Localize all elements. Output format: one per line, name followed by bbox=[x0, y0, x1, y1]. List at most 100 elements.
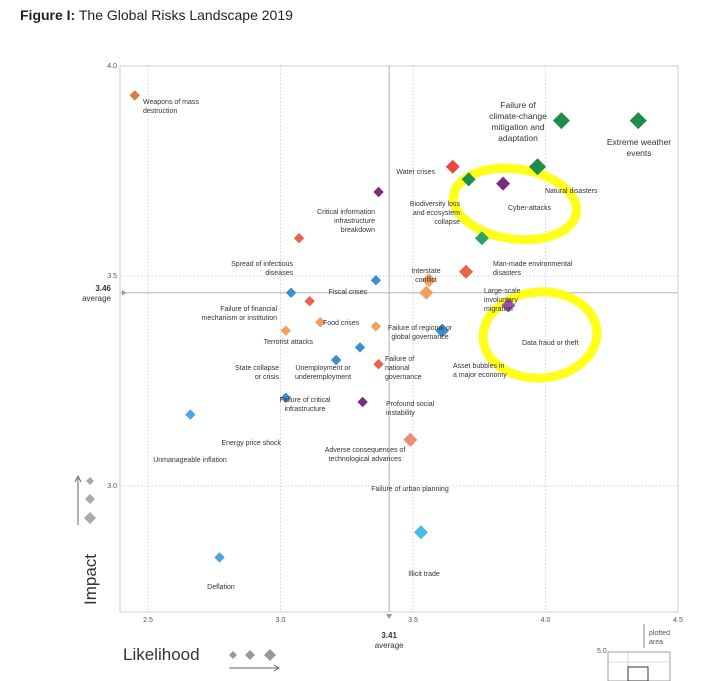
risk-point bbox=[373, 359, 384, 370]
impact-size-diamond bbox=[86, 477, 94, 485]
risk-point bbox=[129, 90, 140, 101]
risk-point bbox=[280, 392, 291, 403]
x-tick-label: 4.0 bbox=[541, 617, 551, 624]
risk-label: Failure of financial mechanism or institu… bbox=[202, 306, 278, 322]
legend-note-top-2: area bbox=[649, 639, 663, 646]
risk-point bbox=[496, 176, 511, 191]
risk-point bbox=[285, 287, 297, 298]
risk-label: Asset bubbles in a major economy bbox=[453, 363, 507, 379]
risk-label: Large-scale involuntary migration bbox=[484, 288, 521, 313]
x-tick-label: 3.0 bbox=[276, 617, 286, 624]
risk-label: Failure of critical infrastructure bbox=[280, 397, 331, 413]
x-tick-label: 3.5 bbox=[408, 617, 418, 624]
y-tick-label: 4.0 bbox=[107, 63, 117, 70]
average-y-marker bbox=[122, 289, 126, 296]
risk-label: Failure of climate-change mitigation and ad… bbox=[489, 100, 547, 143]
risk-point bbox=[445, 159, 460, 174]
likelihood-arrow-head bbox=[273, 664, 280, 672]
highlight-data-fraud bbox=[478, 287, 602, 383]
y-tick-label: 3.0 bbox=[107, 483, 117, 490]
risk-point bbox=[315, 317, 326, 328]
risk-label: Critical information infrastructure breakd… bbox=[317, 209, 375, 234]
risk-label: Energy price shock bbox=[221, 440, 281, 447]
x-tick-label: 4.5 bbox=[673, 617, 683, 624]
average-y-value: 3.46 bbox=[95, 284, 111, 293]
impact-size-diamond bbox=[85, 494, 95, 504]
impact-size-diamond bbox=[84, 512, 96, 524]
risk-point bbox=[474, 231, 489, 246]
risk-label: Spread of infectious diseases bbox=[231, 261, 293, 277]
risk-label: Cyber-attacks bbox=[508, 205, 552, 212]
risk-point bbox=[529, 158, 547, 176]
figure-title: Figure I: The Global Risks Landscape 201… bbox=[20, 7, 293, 23]
risk-point bbox=[552, 112, 570, 130]
risk-point bbox=[373, 186, 384, 198]
average-x-value: 3.41 bbox=[381, 631, 397, 640]
chart-point-labels: Weapons of mass destruction Failure of clim… bbox=[143, 99, 671, 591]
chart-grid bbox=[119, 65, 679, 613]
risk-label: Interstate conflict bbox=[411, 268, 440, 284]
risk-label: Failure of urban planning bbox=[371, 486, 449, 493]
highlight-cyber-attacks bbox=[448, 163, 582, 245]
risk-point bbox=[413, 525, 428, 540]
risk-label: Illicit trade bbox=[408, 571, 440, 578]
risk-label: Extreme weather events bbox=[607, 137, 671, 158]
risk-point bbox=[419, 285, 434, 300]
risk-point bbox=[330, 354, 342, 366]
risk-label: Water crises bbox=[396, 169, 435, 176]
legend-note-top-1: plotted bbox=[649, 630, 670, 637]
risk-point bbox=[403, 432, 418, 447]
legend-note-value: 5.0 bbox=[597, 648, 607, 655]
risk-label: Adverse consequences of technological adv… bbox=[325, 447, 406, 463]
likelihood-size-diamond bbox=[229, 651, 237, 659]
y-tick-label: 3.5 bbox=[107, 273, 117, 280]
figure-title-text: The Global Risks Landscape 2019 bbox=[78, 7, 293, 23]
risk-point bbox=[370, 321, 382, 332]
average-x-label: average bbox=[375, 641, 404, 650]
risk-label: Failure of regional or global governance bbox=[388, 325, 453, 341]
x-tick-label: 2.5 bbox=[143, 617, 153, 624]
highlight-annotations bbox=[448, 163, 602, 383]
risk-point bbox=[370, 275, 382, 286]
risk-label: Man-made environmental disasters bbox=[493, 261, 573, 277]
risk-label: Unemployment or underemployment bbox=[295, 365, 351, 381]
risk-label: Weapons of mass destruction bbox=[143, 99, 199, 115]
risk-label: Profound social instability bbox=[386, 401, 435, 417]
risk-label: Data fraud or theft bbox=[522, 340, 578, 347]
risk-point bbox=[280, 325, 291, 336]
risk-label: Food crises bbox=[323, 320, 360, 327]
risk-label: Deflation bbox=[207, 584, 235, 591]
average-x-marker bbox=[386, 614, 393, 619]
risk-point bbox=[354, 342, 366, 353]
likelihood-size-diamond bbox=[245, 650, 255, 660]
y-axis-title: Impact bbox=[81, 554, 100, 605]
x-axis-title: Likelihood bbox=[123, 645, 200, 664]
chart-axes: 2.5 3.0 3.5 4.0 4.53.03.54.03.41average3.46a… bbox=[74, 63, 683, 681]
risk-point bbox=[421, 273, 436, 288]
risk-point bbox=[293, 233, 305, 244]
risk-label: State collapse or crisis bbox=[235, 365, 279, 381]
risk-point bbox=[185, 409, 196, 420]
risk-label: Biodiversity loss and ecosystem collapse bbox=[410, 201, 461, 226]
risk-point bbox=[459, 264, 473, 279]
risk-point bbox=[304, 296, 315, 307]
impact-arrow-head bbox=[74, 474, 82, 483]
likelihood-size-diamond bbox=[264, 649, 276, 661]
risk-point bbox=[435, 323, 450, 338]
risk-point bbox=[357, 396, 368, 408]
average-y-label: average bbox=[82, 294, 111, 303]
risk-label: Fiscal crises bbox=[328, 289, 367, 296]
risk-label: Unmanageable inflation bbox=[153, 457, 227, 464]
legend-note-box bbox=[607, 651, 671, 681]
plot-frame bbox=[119, 65, 679, 613]
risk-point bbox=[461, 172, 476, 187]
risk-point bbox=[214, 552, 225, 563]
risk-label: Terrorist attacks bbox=[264, 339, 314, 346]
risk-label: Natural disasters bbox=[545, 188, 598, 195]
risk-point bbox=[629, 112, 647, 130]
figure-label: Figure I: bbox=[20, 7, 76, 23]
risk-label: Failure of national governance bbox=[385, 356, 422, 381]
chart-points bbox=[129, 90, 647, 563]
legend-note-plotted-area bbox=[627, 666, 649, 681]
